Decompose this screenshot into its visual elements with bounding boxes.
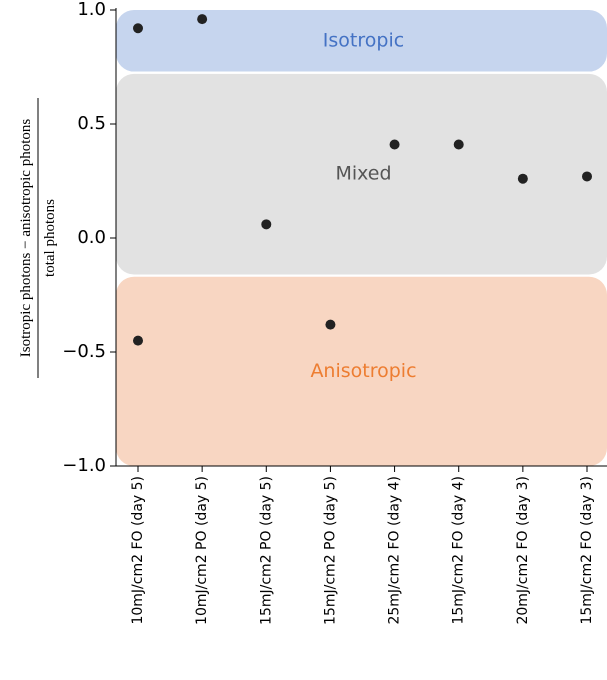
y-tick-label: 0.0 [77,227,106,248]
x-tick-label: 25mJ/cm2 FO (day 4) [387,476,403,625]
region [116,10,607,72]
point [517,173,528,184]
x-tick-label: 15mJ/cm2 PO (day 5) [322,476,338,625]
point [389,139,400,150]
region [116,276,607,466]
region-label: Anisotropic [310,360,416,382]
region-label: Isotropic [323,29,404,51]
point [325,319,336,330]
point [261,219,272,230]
x-tick-label: 15mJ/cm2 FO (day 4) [451,476,467,625]
region-label: Mixed [335,163,391,185]
y-tick-label: 0.5 [77,113,106,134]
y-label-numerator: Isotropic photons − anisotropic photons [18,119,34,358]
y-label: Isotropic photons − anisotropic photons … [18,98,58,378]
y-tick-label: −1.0 [62,455,106,476]
x-tick-label: 10mJ/cm2 FO (day 5) [130,476,146,625]
x-tick-label: 15mJ/cm2 PO (day 5) [258,476,274,625]
point [133,23,143,34]
point [582,171,592,182]
x-tick-label: 10mJ/cm2 PO (day 5) [194,476,210,625]
y-label-denominator: total photons [42,199,58,277]
x-tick-label: 20mJ/cm2 FO (day 3) [515,476,531,625]
point [133,335,143,346]
y-tick-label: −0.5 [62,341,106,362]
point [453,139,464,150]
x-tick-label: 15mJ/cm2 FO (day 3) [579,476,595,625]
region [116,73,607,275]
y-tick-label: 1.0 [77,0,106,20]
point [197,14,208,25]
